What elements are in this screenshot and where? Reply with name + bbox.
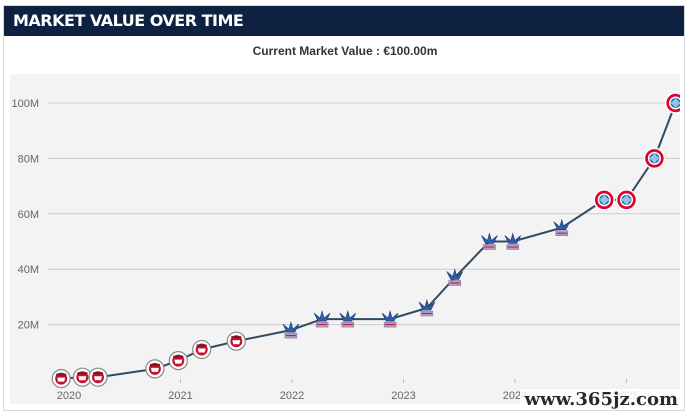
data-point-red-badge (88, 367, 108, 387)
y-tick-label: 40M (18, 264, 39, 276)
x-tick-label: 2021 (168, 390, 192, 402)
y-tick-label: 80M (18, 153, 39, 165)
data-point-eagle-badge (553, 218, 571, 236)
data-point-eagle-badge (481, 232, 498, 250)
data-point-bayern-badge (593, 189, 615, 211)
x-tick-label: 2022 (280, 390, 304, 402)
data-point-red-badge (51, 369, 71, 389)
data-point-eagle-badge (339, 310, 357, 328)
market-value-chart: 20M40M60M80M100M202020212022202320242025 (11, 92, 680, 402)
data-point-eagle-badge (313, 310, 331, 328)
panel-header: MARKET VALUE OVER TIME (4, 6, 684, 36)
data-point-bayern-badge (664, 92, 680, 114)
data-point-eagle-badge (504, 232, 522, 250)
y-tick-label: 60M (18, 209, 39, 221)
x-tick-label: 2023 (391, 390, 415, 402)
data-point-bayern-badge (615, 189, 638, 211)
data-point-eagle-badge (282, 321, 300, 339)
data-point-eagle-badge (381, 310, 399, 328)
watermark: www.365jz.com (520, 389, 682, 410)
y-tick-label: 100M (11, 98, 39, 110)
data-point-red-badge (168, 351, 188, 371)
series-line (61, 102, 677, 380)
y-tick-label: 20M (18, 320, 39, 332)
data-point-bayern-badge (643, 147, 666, 170)
chart-plot-area: 20M40M60M80M100M202020212022202320242025 (10, 74, 680, 404)
data-point-red-badge (145, 359, 165, 379)
data-point-eagle-badge (418, 298, 436, 317)
panel-title: MARKET VALUE OVER TIME (13, 11, 244, 30)
data-point-eagle-badge (446, 268, 464, 286)
current-market-value: Current Market Value : €100.00m (252, 44, 438, 58)
data-point-red-badge (226, 331, 246, 351)
data-point-red-badge (192, 339, 212, 360)
x-tick-label: 2020 (57, 390, 81, 402)
